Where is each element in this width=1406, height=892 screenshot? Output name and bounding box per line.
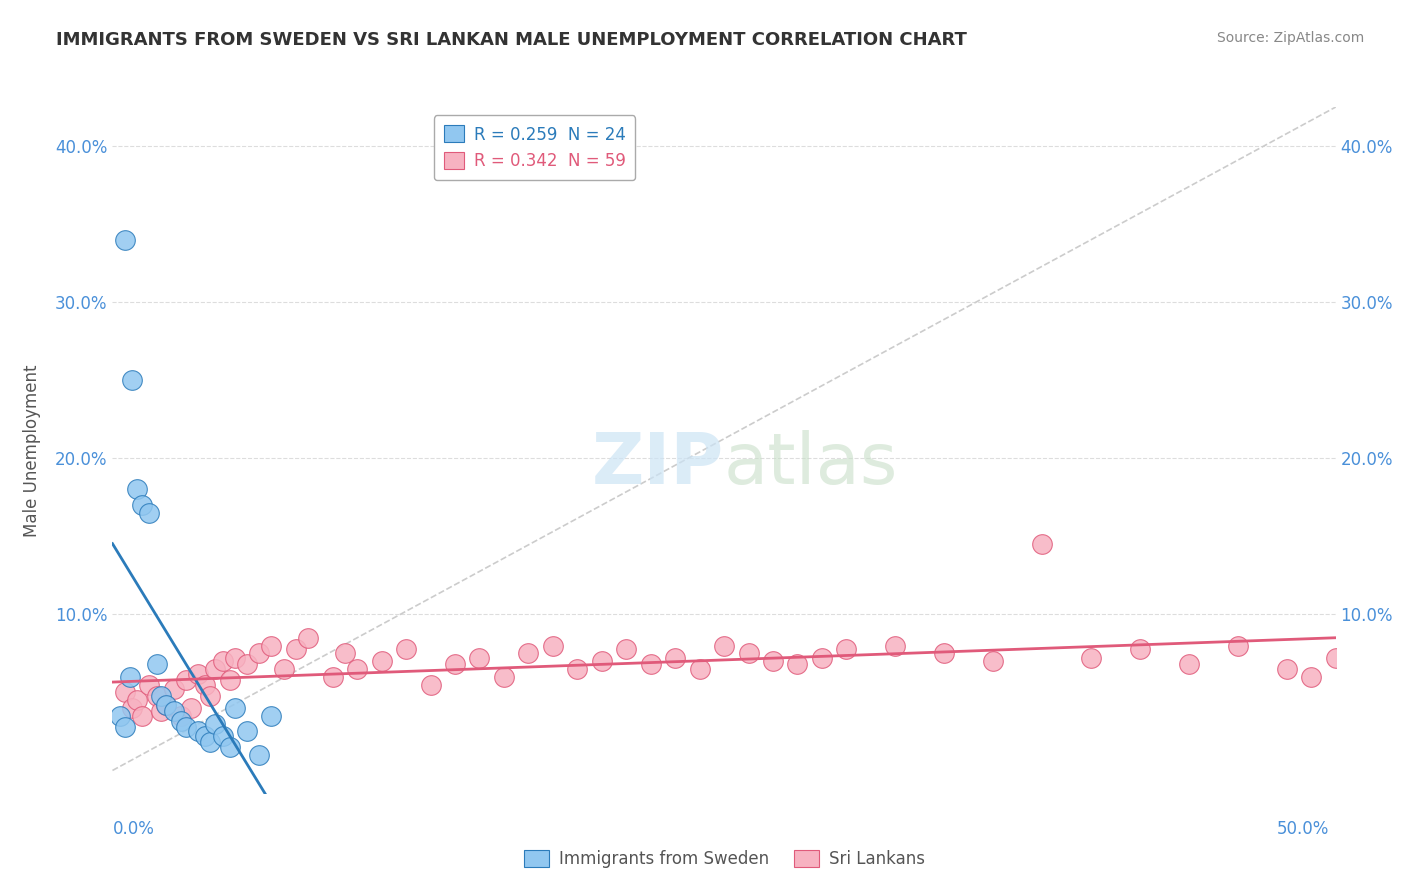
Point [150, 704, 173, 718]
Point [640, 657, 662, 672]
Point [121, 373, 143, 387]
Point [1226, 639, 1249, 653]
Point [713, 639, 735, 653]
Point [1080, 651, 1102, 665]
Point [737, 646, 759, 660]
Point [108, 708, 131, 723]
Point [284, 641, 308, 656]
Point [247, 747, 270, 762]
Legend: Immigrants from Sweden, Sri Lankans: Immigrants from Sweden, Sri Lankans [517, 843, 931, 875]
Point [224, 701, 246, 715]
Point [273, 662, 295, 676]
Point [1129, 641, 1152, 656]
Point [260, 708, 283, 723]
Point [174, 720, 197, 734]
Point [1031, 537, 1053, 551]
Point [200, 689, 222, 703]
Point [517, 646, 540, 660]
Point [591, 654, 613, 668]
Point [155, 698, 177, 712]
Point [333, 646, 356, 660]
Point [174, 673, 197, 687]
Point [194, 678, 217, 692]
Point [297, 631, 319, 645]
Point [163, 704, 186, 718]
Point [492, 670, 515, 684]
Point [346, 662, 368, 676]
Text: atlas: atlas [724, 430, 898, 499]
Point [150, 689, 173, 703]
Point [811, 651, 834, 665]
Point [138, 678, 160, 692]
Point [981, 654, 1004, 668]
Point [468, 651, 491, 665]
Point [689, 662, 711, 676]
Point [125, 483, 148, 497]
Point [219, 740, 242, 755]
Point [664, 651, 686, 665]
Point [145, 689, 167, 703]
Point [1301, 670, 1323, 684]
Point [131, 498, 153, 512]
Point [322, 670, 344, 684]
Point [1324, 651, 1347, 665]
Point [884, 639, 907, 653]
Point [1275, 662, 1298, 676]
Point [125, 693, 148, 707]
Point [187, 666, 209, 681]
Point [118, 670, 141, 684]
Point [247, 646, 270, 660]
Point [145, 657, 167, 672]
Point [395, 641, 418, 656]
Point [138, 506, 160, 520]
Point [170, 714, 193, 728]
Point [155, 698, 177, 712]
Point [541, 639, 564, 653]
Y-axis label: Male Unemployment: Male Unemployment [24, 364, 41, 537]
Point [236, 657, 259, 672]
Point [419, 678, 441, 692]
Text: 0.0%: 0.0% [112, 820, 155, 838]
Point [934, 646, 956, 660]
Point [211, 729, 233, 743]
Text: IMMIGRANTS FROM SWEDEN VS SRI LANKAN MALE UNEMPLOYMENT CORRELATION CHART: IMMIGRANTS FROM SWEDEN VS SRI LANKAN MAL… [56, 31, 967, 49]
Point [131, 708, 153, 723]
Point [163, 682, 186, 697]
Point [114, 685, 136, 699]
Point [370, 654, 392, 668]
Point [114, 233, 136, 247]
Point [200, 735, 222, 749]
Point [762, 654, 785, 668]
Point [211, 654, 233, 668]
Point [835, 641, 858, 656]
Point [187, 724, 209, 739]
Point [236, 724, 259, 739]
Text: 50.0%: 50.0% [1277, 820, 1329, 838]
Point [219, 673, 242, 687]
Point [614, 641, 637, 656]
Point [444, 657, 467, 672]
Point [1178, 657, 1201, 672]
Point [194, 729, 217, 743]
Point [180, 701, 202, 715]
Point [224, 651, 246, 665]
Point [204, 662, 226, 676]
Point [114, 720, 136, 734]
Point [567, 662, 589, 676]
Point [204, 716, 226, 731]
Point [260, 639, 283, 653]
Text: Source: ZipAtlas.com: Source: ZipAtlas.com [1216, 31, 1364, 45]
Point [121, 701, 143, 715]
Point [170, 708, 193, 723]
Text: ZIP: ZIP [592, 430, 724, 499]
Point [786, 657, 808, 672]
